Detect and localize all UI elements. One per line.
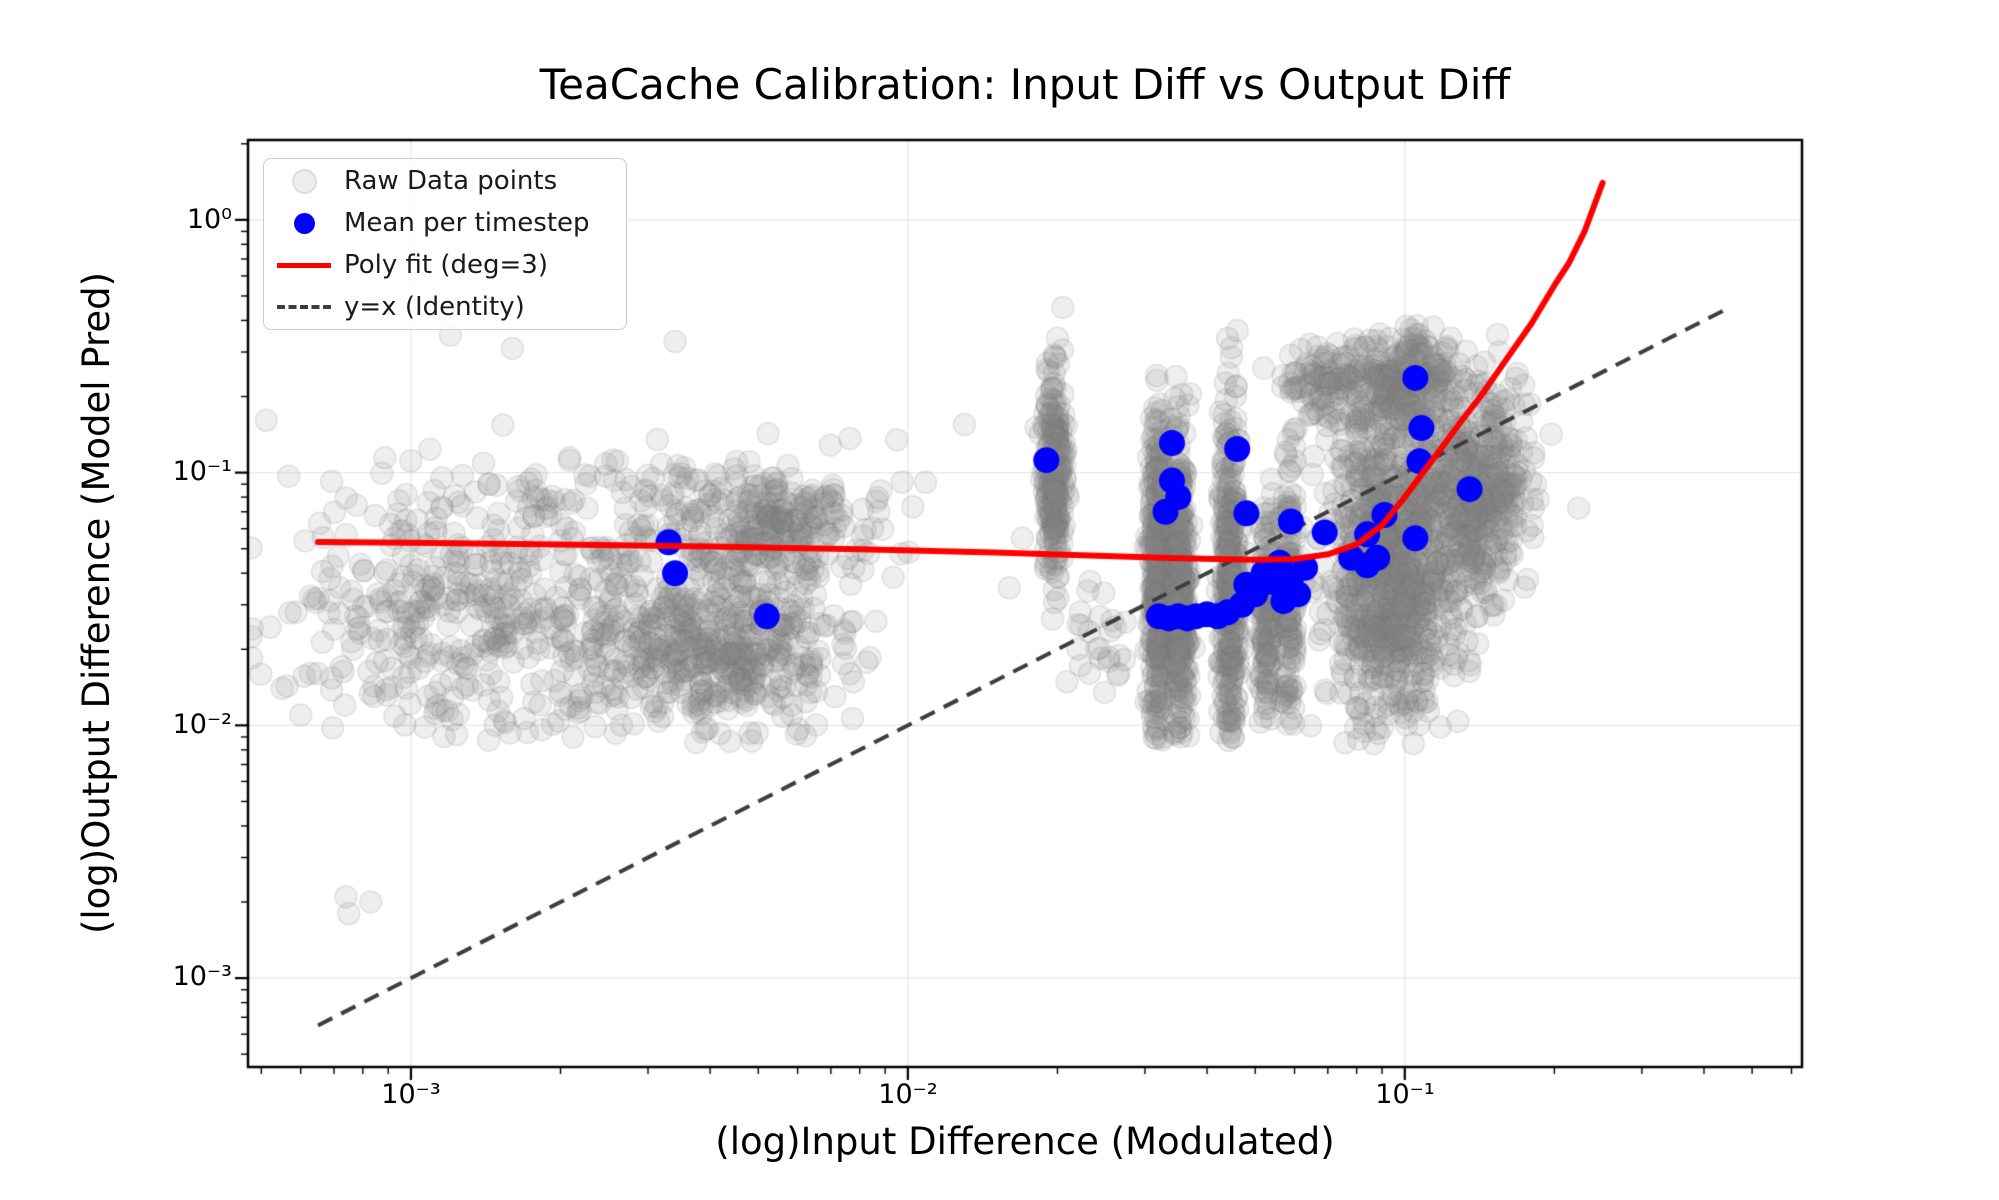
y-tick-label-1e-2: 10⁻²	[172, 709, 232, 740]
x-tick-label-1e-2: 10⁻²	[878, 1079, 938, 1110]
legend-item-polyfit: Poly fit (deg=3)	[264, 244, 626, 286]
identity-line-icon	[264, 305, 344, 309]
legend-label-mean: Mean per timestep	[344, 208, 590, 238]
legend-label-raw: Raw Data points	[344, 166, 558, 196]
y-tick-label-1e0: 10⁰	[186, 204, 232, 235]
legend-label-polyfit: Poly fit (deg=3)	[344, 250, 548, 280]
y-axis-label: (log)Output Difference (Model Pred)	[75, 271, 118, 935]
polyfit-line-icon	[264, 262, 344, 268]
legend: Raw Data points Mean per timestep Poly f…	[263, 158, 627, 330]
x-tick-label-1e-1: 10⁻¹	[1375, 1079, 1435, 1110]
x-tick-label-1e-3: 10⁻³	[381, 1079, 441, 1110]
y-tick-label-1e-3: 10⁻³	[172, 961, 232, 992]
legend-label-identity: y=x (Identity)	[344, 292, 525, 322]
legend-item-identity: y=x (Identity)	[264, 286, 626, 328]
raw-point-icon	[264, 168, 344, 194]
mean-point-icon	[264, 212, 344, 234]
chart-title: TeaCache Calibration: Input Diff vs Outp…	[539, 60, 1511, 109]
x-axis-label: (log)Input Difference (Modulated)	[715, 1120, 1335, 1163]
legend-item-mean: Mean per timestep	[264, 202, 626, 244]
y-tick-label-1e-1: 10⁻¹	[172, 456, 232, 487]
legend-item-raw: Raw Data points	[264, 160, 626, 202]
